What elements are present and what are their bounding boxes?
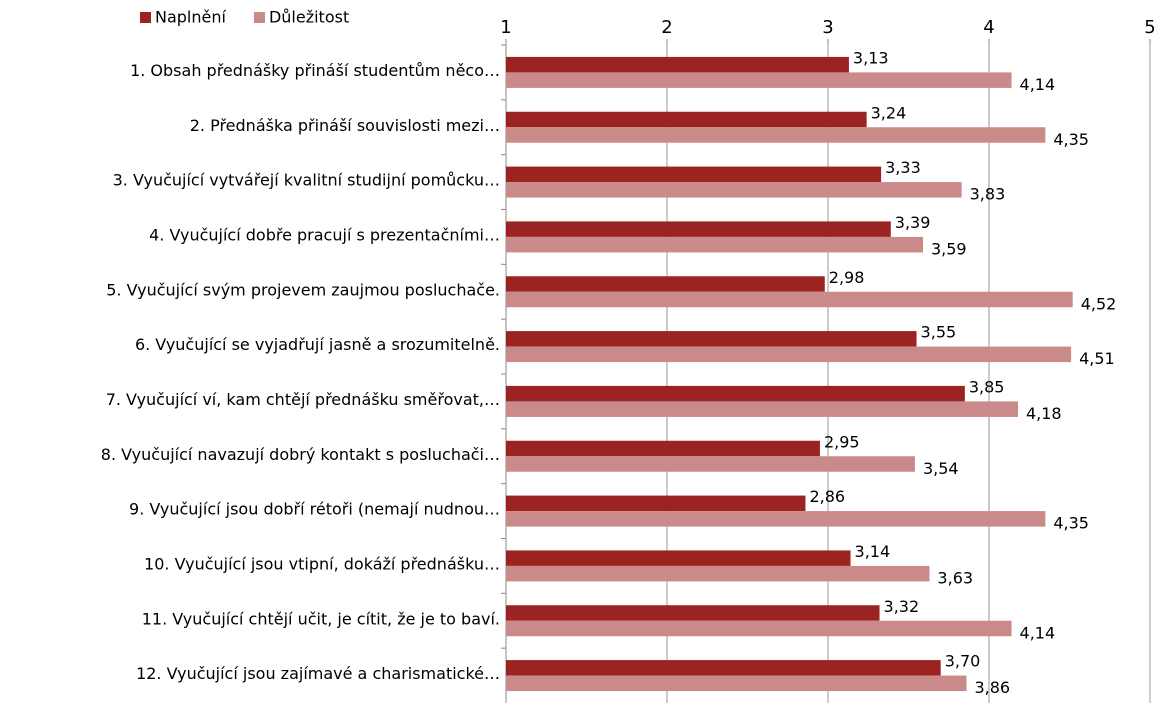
data-label: 4,14	[1020, 623, 1056, 642]
bar	[506, 550, 851, 566]
data-label: 3,39	[895, 213, 931, 232]
x-tick-label: 5	[1144, 17, 1155, 38]
category-label: 2. Přednáška přináší souvislosti mezi…	[190, 116, 500, 135]
x-tick-label: 3	[822, 17, 833, 38]
category-label: 3. Vyučující vytvářejí kvalitní studijní…	[113, 171, 500, 190]
legend-label: Důležitost	[269, 8, 349, 27]
x-tick-label: 2	[661, 17, 672, 38]
bar	[506, 511, 1046, 527]
data-label: 3,85	[969, 377, 1005, 396]
data-label: 4,35	[1053, 130, 1089, 149]
category-label: 9. Vyučující jsou dobří rétoři (nemají n…	[129, 500, 500, 519]
category-label: 4. Vyučující dobře pracují s prezentační…	[149, 225, 500, 244]
category-label: 1. Obsah přednášky přináší studentům něc…	[130, 61, 500, 80]
category-label: 7. Vyučující ví, kam chtějí přednášku sm…	[106, 390, 500, 409]
bar	[506, 127, 1046, 143]
bar	[506, 346, 1072, 363]
data-label: 3,33	[885, 158, 921, 177]
data-label: 3,59	[931, 239, 967, 258]
data-label: 4,14	[1020, 75, 1056, 94]
category-label: 12. Vyučující jsou zajímavé a charismati…	[136, 664, 500, 683]
bar	[506, 440, 820, 457]
bar	[506, 291, 1073, 308]
bar	[506, 221, 891, 237]
category-label: 5. Vyučující svým projevem zaujmou poslu…	[106, 280, 500, 299]
data-label: 4,51	[1079, 349, 1115, 368]
bar	[506, 605, 880, 621]
x-tick-label: 4	[983, 17, 994, 38]
category-label: 6. Vyučující se vyjadřují jasně a srozum…	[135, 335, 500, 354]
data-label: 3,14	[855, 542, 891, 561]
bar	[506, 565, 930, 582]
bar	[506, 111, 867, 128]
data-label: 2,98	[829, 268, 865, 287]
data-label: 3,63	[937, 568, 973, 587]
bar	[506, 331, 917, 347]
data-label: 3,70	[945, 652, 981, 671]
bar	[506, 620, 1012, 637]
bar	[506, 456, 915, 472]
category-label: 8. Vyučující navazují dobrý kontakt s po…	[101, 445, 500, 464]
bar	[506, 56, 849, 73]
data-label: 4,52	[1081, 294, 1117, 313]
legend-swatch	[140, 12, 151, 23]
bar	[506, 276, 825, 292]
category-label: 10. Vyučující jsou vtipní, dokáží předná…	[144, 554, 500, 573]
bar	[506, 401, 1018, 417]
data-label: 3,24	[871, 103, 907, 122]
data-label: 4,35	[1053, 514, 1089, 533]
data-label: 3,13	[853, 48, 889, 67]
data-label: 3,83	[970, 185, 1006, 204]
legend-label: Naplnění	[155, 8, 227, 27]
bar	[506, 182, 962, 198]
data-label: 2,95	[824, 432, 860, 451]
data-label: 3,86	[974, 678, 1010, 697]
x-tick-label: 1	[500, 17, 511, 38]
bar	[506, 675, 967, 692]
category-label: 11. Vyučující chtějí učit, je cítit, že …	[142, 609, 500, 628]
legend-swatch	[253, 12, 265, 23]
bar	[506, 385, 965, 402]
bar	[506, 72, 1012, 88]
data-label: 3,54	[923, 459, 959, 478]
bar	[506, 236, 923, 253]
bar	[506, 166, 882, 183]
bar	[506, 660, 941, 676]
bar	[506, 495, 806, 512]
data-label: 2,86	[809, 487, 845, 506]
data-label: 4,18	[1026, 404, 1062, 423]
data-label: 3,55	[921, 323, 957, 342]
data-label: 3,32	[884, 597, 920, 616]
